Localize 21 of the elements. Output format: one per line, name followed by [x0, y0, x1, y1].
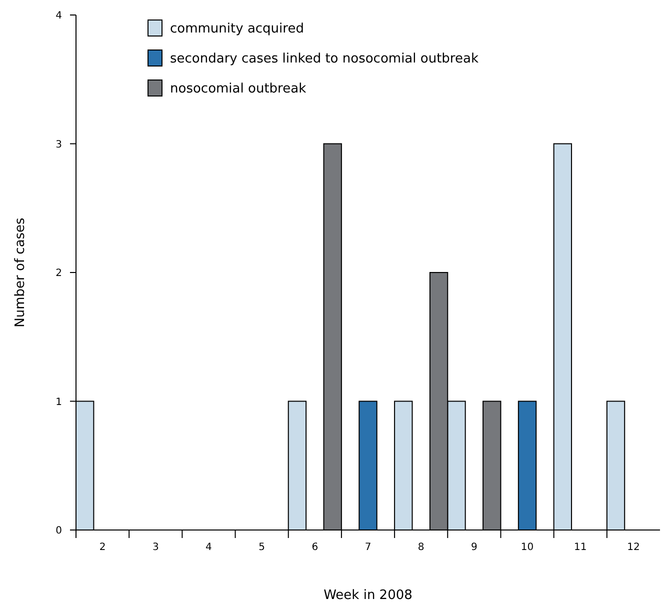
y-axis-title: Number of cases — [13, 217, 28, 328]
y-tick-label: 4 — [56, 10, 62, 22]
x-tick-label: 10 — [520, 542, 534, 553]
y-tick-label: 2 — [56, 268, 62, 279]
x-tick-label: 3 — [152, 542, 159, 553]
x-tick-label: 7 — [364, 542, 372, 553]
legend-label: community acquired — [170, 22, 304, 37]
x-tick-label: 8 — [418, 542, 424, 553]
x-tick-label: 12 — [627, 542, 640, 553]
x-tick-label: 5 — [258, 542, 266, 553]
legend-label: secondary cases linked to nosocomial outbreak — [170, 52, 479, 67]
legend-label: nosocomial outbreak — [170, 82, 307, 97]
y-tick-label: 1 — [56, 396, 62, 408]
x-tick-label: 4 — [206, 542, 212, 553]
x-tick-label: 2 — [99, 542, 106, 553]
y-tick-label: 0 — [56, 526, 62, 536]
x-tick-label: 11 — [574, 542, 587, 553]
x-tick-label: 6 — [312, 542, 318, 553]
x-tick-label: 9 — [470, 542, 478, 553]
x-axis-title: Week in 2008 — [324, 588, 412, 603]
y-tick-label: 3 — [56, 139, 62, 150]
